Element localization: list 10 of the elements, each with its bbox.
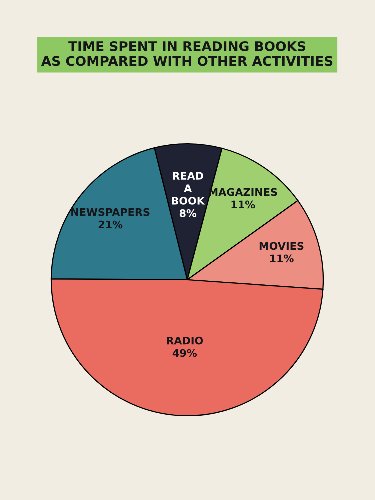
data-label: 21% — [98, 220, 123, 229]
slice-label: READ A BOOK — [172, 172, 206, 205]
chart-title: TIME SPENT IN READING BOOKS AS COMPARED WITH OTHER ACTIVITIES — [41, 41, 333, 66]
slice-label: NEWSPAPERS — [72, 208, 150, 216]
data-label: 49% — [172, 349, 198, 358]
slice-label: RADIO — [167, 336, 204, 345]
slice-label: MOVIES — [260, 242, 304, 250]
data-label: 8% — [180, 210, 197, 218]
data-label: 11% — [232, 200, 256, 209]
data-label: 11% — [270, 254, 294, 263]
